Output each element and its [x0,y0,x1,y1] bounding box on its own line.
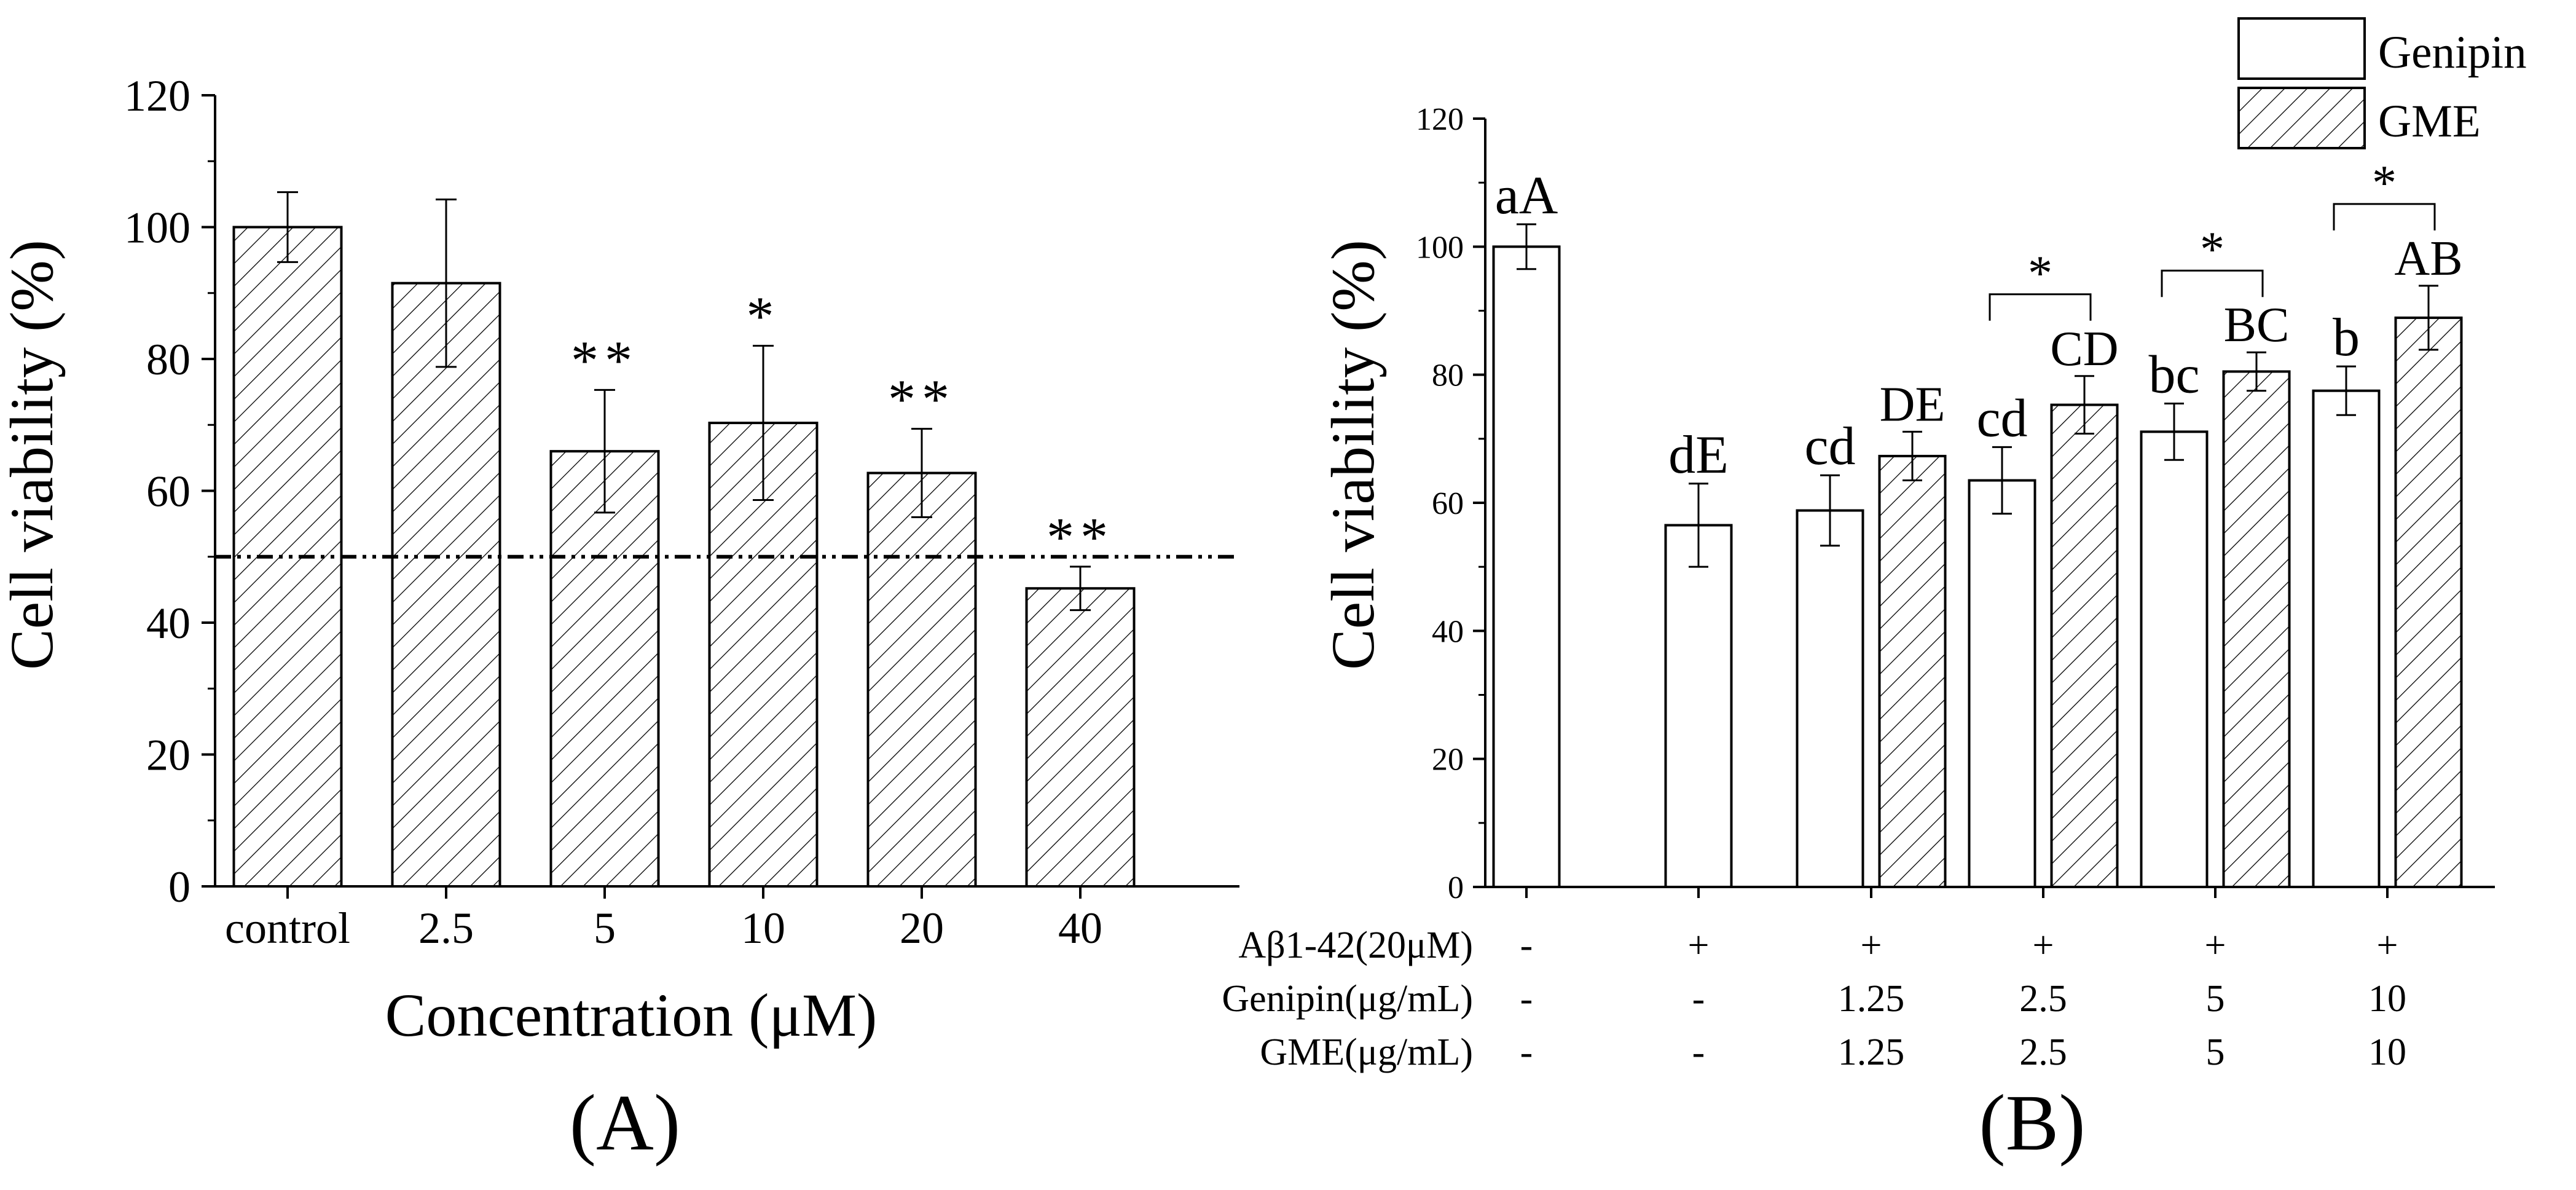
panel-b: Cell viability (%) (B) 0 20 40 60 80 100 120 aA… [1222,17,2527,1167]
panel-a-xtick-label: 5 [594,904,616,953]
panel-b-significance: * [2372,156,2397,210]
panel-b-letter-label-gme: DE [1880,377,1946,431]
panel-a-ytick-label: 60 [146,467,190,516]
panel-b-letter-label-genipin: cd [1804,417,1855,476]
table-cell: 1.25 [1838,1031,1905,1073]
legend-genipin-label: Genipin [2378,27,2527,78]
panel-a-label: (A) [570,1079,680,1167]
panel-b-bar-genipin [1492,245,1561,888]
table-cell: 2.5 [2019,1031,2067,1073]
panel-a: Cell viability (%) Concentration (μM) (A… [0,71,1239,1167]
panel-b-bar-genipin [1664,524,1733,888]
panel-b-bar-genipin [1968,479,2036,888]
panel-a-significance: ** [571,330,638,391]
panel-b-significance-bracket [2161,269,2264,298]
treatment-table: Aβ1-42(20μM) Genipin(μg/mL) GME(μg/mL) -… [1222,924,2406,1073]
panel-b-bar-gme [2050,403,2119,888]
panel-b-ytick-label: 120 [1416,102,1464,137]
table-cell: 5 [2206,978,2225,1020]
table-cell: 10 [2368,978,2406,1020]
table-cell: + [1688,924,1710,966]
panel-a-ytick-label: 40 [146,599,190,648]
panel-b-significance: * [2028,246,2052,301]
panel-b-ytick-label: 100 [1416,230,1464,265]
panel-b-bar-genipin [1796,509,1864,888]
panel-a-bar [866,471,977,888]
panel-a-ytick-label: 80 [146,335,190,384]
panel-b-ytick-label: 60 [1432,486,1464,521]
table-cell: - [1520,978,1533,1020]
panel-b-plot: 0 20 40 60 80 100 120 aA dE cd DE cd CD * bc BC * b AB * [1416,102,2495,905]
panel-b-letter-label-gme: BC [2224,298,2290,352]
table-cell: + [1861,924,1882,966]
table-cell: 10 [2368,1031,2406,1073]
panel-b-letter-label-gme: CD [2050,322,2118,376]
panel-b-significance: * [2200,223,2225,277]
legend: Genipin GME [2237,17,2527,149]
panel-a-ytick-label: 120 [124,71,190,120]
table-cell: - [1692,1031,1705,1073]
panel-a-plot: 0 20 40 60 80 100 120 control 2.5 5 ** 10 * 20 ** 40 ** [124,71,1239,953]
panel-a-ylabel: Cell viability (%) [0,240,66,670]
panel-a-ytick-label: 0 [168,862,190,912]
panel-a-xtick-label: 20 [900,904,944,953]
panel-a-ytick-label: 20 [146,731,190,780]
table-cell: 2.5 [2019,978,2067,1020]
panel-a-significance: * [747,286,780,347]
panel-a-significance: ** [888,369,956,430]
panel-b-letter-label-genipin: bc [2148,345,2199,405]
table-row-label-abeta: Aβ1-42(20μM) [1238,924,1473,966]
panel-a-ytick-label: 100 [124,203,190,253]
panel-b-label: (B) [1979,1079,2085,1167]
panel-b-bar-gme [2222,370,2291,888]
panel-a-bar [549,450,660,888]
panel-b-bar-genipin [2312,389,2381,888]
panel-a-xtick-label: 2.5 [418,904,474,953]
panel-a-xtick-label: 40 [1058,904,1102,953]
panel-a-bar [1025,587,1136,888]
panel-b-letter-label-genipin: aA [1495,166,1558,226]
panel-b-ylabel: Cell viability (%) [1319,240,1387,670]
panel-b-letter-label-genipin: b [2333,308,2360,368]
table-cell: + [2377,924,2398,966]
panel-b-significance-bracket [1989,293,2092,321]
table-row-label-genipin: Genipin(μg/mL) [1222,978,1473,1020]
legend-gme-swatch [2237,87,2366,149]
panel-b-bar-gme [2394,316,2463,888]
panel-a-xlabel: Concentration (μM) [385,981,878,1049]
panel-a-xtick-label: 10 [741,904,785,953]
table-row-label-gme: GME(μg/mL) [1260,1031,1473,1073]
table-cell: + [2033,924,2054,966]
panel-b-letter-label-genipin: dE [1668,425,1729,485]
panel-b-ytick-label: 40 [1432,614,1464,649]
panel-a-significance: ** [1046,507,1114,568]
panel-a-bar [391,282,501,888]
panel-b-ytick-label: 80 [1432,358,1464,393]
table-cell: + [2205,924,2226,966]
panel-a-xtick-label: control [225,904,350,953]
legend-genipin-swatch [2237,17,2366,80]
panel-b-letter-label-genipin: cd [1976,388,2027,448]
panel-b-letter-label-gme: AB [2394,232,2462,286]
legend-gme-label: GME [2378,96,2481,147]
panel-b-ytick-label: 20 [1432,743,1464,778]
panel-b-ytick-label: 0 [1448,870,1464,905]
panel-b-bar-gme [1878,454,1947,888]
table-cell: - [1692,978,1705,1020]
table-cells: - + + + + + - - 1.25 2.5 5 10 - - 1.25 2.5 5 10 [1520,924,2406,1073]
panel-b-bar-genipin [2140,430,2209,888]
table-cell: - [1520,1031,1533,1073]
panel-b-significance-bracket [2333,203,2436,231]
table-cell: 5 [2206,1031,2225,1073]
table-cell: - [1520,924,1533,966]
table-cell: 1.25 [1838,978,1905,1020]
